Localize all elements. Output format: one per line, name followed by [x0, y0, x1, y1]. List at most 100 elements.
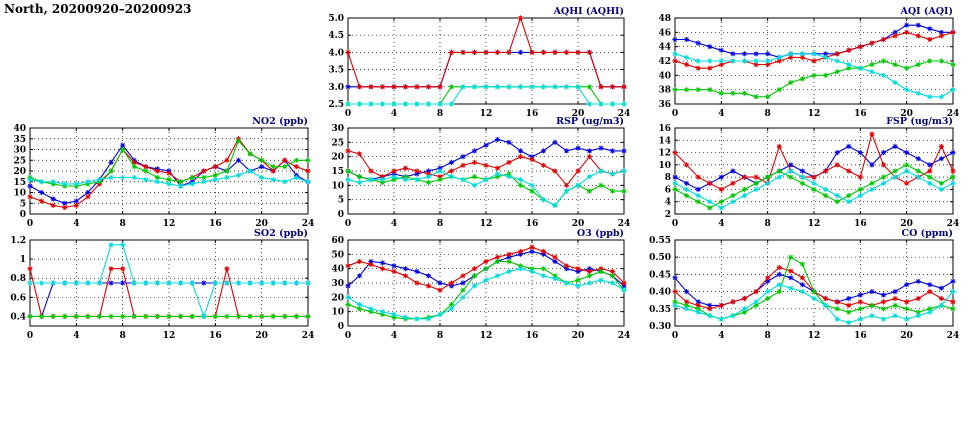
svg-text:12: 12 — [480, 109, 493, 119]
svg-text:20: 20 — [331, 293, 344, 303]
svg-text:6: 6 — [665, 185, 671, 195]
svg-text:O3 (ppb): O3 (ppb) — [577, 228, 624, 239]
svg-text:20: 20 — [900, 219, 913, 229]
svg-text:SO2 (ppb): SO2 (ppb) — [254, 228, 308, 239]
svg-text:8: 8 — [437, 219, 443, 229]
svg-text:5: 5 — [338, 196, 344, 206]
svg-text:12: 12 — [808, 109, 821, 119]
svg-text:3.0: 3.0 — [328, 83, 344, 93]
svg-text:16: 16 — [209, 219, 222, 229]
svg-text:40: 40 — [13, 124, 26, 134]
svg-text:24: 24 — [618, 109, 631, 119]
svg-text:4: 4 — [718, 109, 724, 119]
svg-text:25: 25 — [331, 138, 344, 148]
svg-text:5: 5 — [20, 199, 26, 209]
svg-text:38: 38 — [658, 86, 671, 96]
svg-text:1: 1 — [20, 255, 26, 265]
svg-text:16: 16 — [526, 331, 539, 341]
svg-text:12: 12 — [480, 331, 493, 341]
svg-text:10: 10 — [658, 161, 671, 171]
svg-text:12: 12 — [163, 219, 176, 229]
svg-text:20: 20 — [572, 219, 585, 229]
svg-text:30: 30 — [13, 146, 26, 156]
page-title: North, 20200920–20200923 — [4, 2, 192, 16]
svg-text:60: 60 — [331, 236, 344, 246]
svg-text:8: 8 — [437, 109, 443, 119]
markers-no2-series-red — [27, 136, 311, 211]
svg-text:12: 12 — [480, 219, 493, 229]
svg-text:8: 8 — [120, 331, 126, 341]
svg-text:CO (ppm): CO (ppm) — [902, 228, 953, 239]
svg-text:16: 16 — [658, 124, 671, 134]
svg-text:8: 8 — [765, 109, 771, 119]
svg-text:24: 24 — [302, 331, 315, 341]
svg-text:16: 16 — [526, 109, 539, 119]
svg-text:10: 10 — [331, 181, 344, 191]
markers-o3-series-cyan — [345, 266, 627, 322]
markers-fsp-series-cyan — [672, 168, 956, 211]
svg-text:16: 16 — [854, 219, 867, 229]
svg-text:1.2: 1.2 — [10, 236, 26, 246]
svg-text:NO2 (ppb): NO2 (ppb) — [252, 116, 308, 127]
chart-so2: 0.4 0.6 0.8 1 1.2 0 4 8 12 16 20 24 SO2 (ppb) — [0, 224, 316, 342]
svg-text:4: 4 — [73, 331, 79, 341]
svg-text:20: 20 — [572, 331, 585, 341]
svg-text:20: 20 — [900, 331, 913, 341]
markers-co-series-red — [672, 264, 956, 312]
svg-text:4.5: 4.5 — [328, 31, 344, 41]
svg-text:0.8: 0.8 — [10, 274, 26, 284]
markers-so2-series-blue — [27, 280, 311, 319]
svg-text:0: 0 — [345, 219, 351, 229]
svg-text:24: 24 — [618, 219, 631, 229]
svg-text:4.0: 4.0 — [328, 48, 344, 58]
chart-o3: 0 10 20 30 40 50 60 0 4 8 12 16 20 24 O3 (ppb) — [318, 224, 632, 342]
svg-text:0.50: 0.50 — [649, 253, 671, 263]
svg-text:15: 15 — [13, 178, 26, 188]
line-aqhi-series-blue — [348, 51, 624, 88]
svg-text:12: 12 — [658, 149, 671, 159]
markers-co-series-cyan — [672, 282, 956, 326]
svg-text:20: 20 — [900, 109, 913, 119]
markers-no2-series-cyan — [27, 168, 311, 189]
svg-text:15: 15 — [331, 167, 344, 177]
svg-text:5.0: 5.0 — [328, 14, 344, 24]
svg-text:20: 20 — [13, 167, 26, 177]
svg-text:8: 8 — [437, 331, 443, 341]
svg-text:10: 10 — [13, 189, 26, 199]
svg-text:35: 35 — [13, 135, 26, 145]
svg-text:4: 4 — [718, 331, 724, 341]
svg-text:25: 25 — [13, 156, 26, 166]
svg-text:4: 4 — [391, 331, 397, 341]
svg-text:48: 48 — [658, 14, 671, 24]
svg-text:24: 24 — [302, 219, 315, 229]
svg-text:20: 20 — [331, 153, 344, 163]
svg-text:0: 0 — [338, 210, 344, 220]
svg-text:0: 0 — [27, 219, 33, 229]
svg-text:30: 30 — [331, 124, 344, 134]
svg-text:0.55: 0.55 — [649, 236, 671, 246]
svg-text:0: 0 — [27, 331, 33, 341]
svg-text:4: 4 — [73, 219, 79, 229]
svg-text:0.4: 0.4 — [10, 312, 26, 322]
svg-text:16: 16 — [854, 109, 867, 119]
chart-co: 0.30 0.35 0.40 0.45 0.50 0.55 0 4 8 12 16 20 24 CO (p… — [645, 224, 961, 342]
markers-aqi-series-cyan — [672, 51, 956, 100]
svg-text:16: 16 — [854, 331, 867, 341]
chart-aqi: 36 38 40 42 44 46 48 0 4 8 12 16 20 24 AQI (AQI) — [645, 2, 961, 120]
svg-text:50: 50 — [331, 250, 344, 260]
svg-text:2.5: 2.5 — [328, 100, 344, 110]
svg-text:24: 24 — [618, 331, 631, 341]
svg-text:8: 8 — [665, 173, 671, 183]
svg-text:24: 24 — [947, 109, 960, 119]
svg-text:4: 4 — [391, 219, 397, 229]
markers-fsp-series-green — [672, 162, 956, 211]
svg-text:3.5: 3.5 — [328, 66, 344, 76]
svg-text:0: 0 — [672, 109, 678, 119]
svg-text:AQHI (AQHI): AQHI (AQHI) — [553, 6, 624, 17]
svg-text:0.45: 0.45 — [649, 270, 671, 280]
svg-text:8: 8 — [765, 219, 771, 229]
chart-aqhi: 2.5 3.0 3.5 4.0 4.5 5.0 0 4 8 12 16 20 24 AQHI (AQHI) — [318, 2, 632, 120]
svg-text:36: 36 — [658, 100, 671, 110]
svg-text:16: 16 — [209, 331, 222, 341]
